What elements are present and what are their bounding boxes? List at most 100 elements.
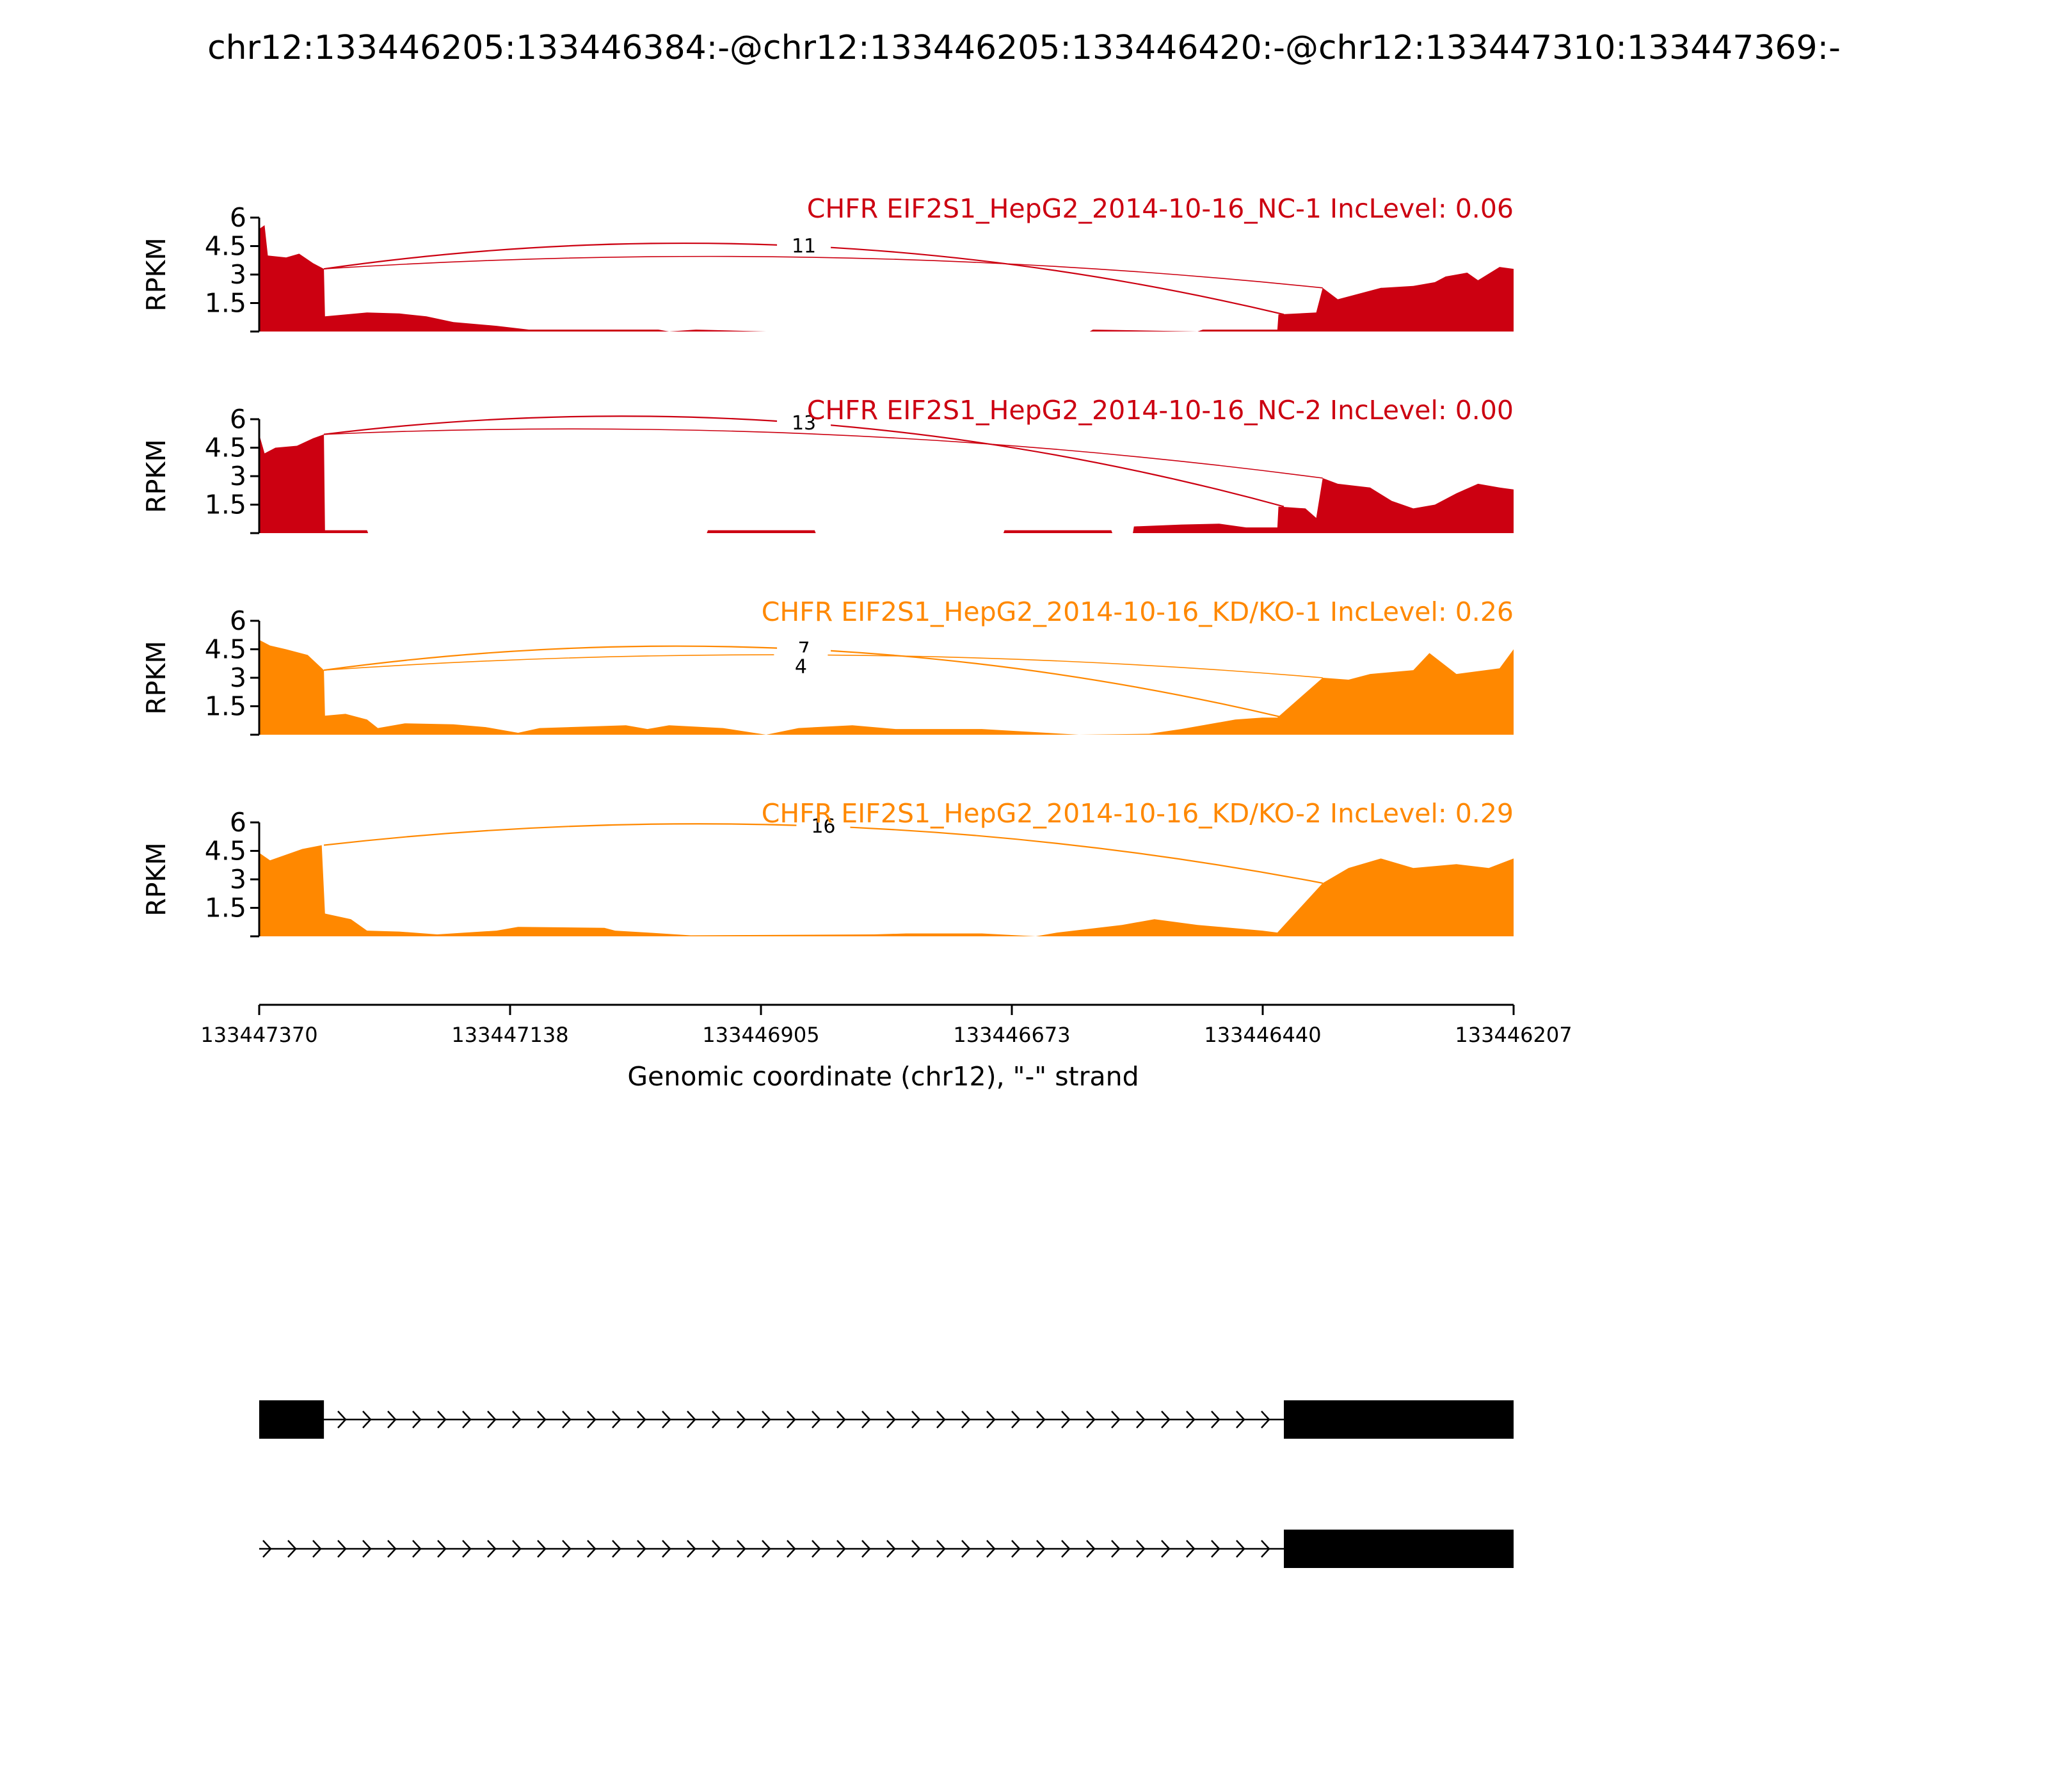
strand-arrow [1186, 1411, 1196, 1428]
strand-arrow [1211, 1540, 1220, 1558]
x-tick-label: 133446207 [1455, 1023, 1572, 1047]
transcript-models [259, 1400, 1514, 1568]
strand-arrow [437, 1540, 447, 1558]
strand-arrow [1036, 1540, 1046, 1558]
strand-arrow [1236, 1540, 1245, 1558]
strand-arrow [836, 1540, 846, 1558]
strand-arrow [462, 1540, 472, 1558]
strand-arrow [312, 1540, 322, 1558]
strand-arrow [861, 1540, 871, 1558]
strand-arrow [262, 1540, 272, 1558]
strand-arrow [1236, 1411, 1245, 1428]
y-axis-label: RPKM [141, 439, 172, 513]
y-tick-label: 4.5 [205, 433, 246, 463]
strand-arrow [412, 1540, 422, 1558]
strand-arrow [936, 1540, 946, 1558]
strand-arrow [861, 1411, 871, 1428]
track-label: CHFR EIF2S1_HepG2_2014-10-16_KD/KO-1 Inc… [762, 596, 1514, 627]
strand-arrow [612, 1411, 621, 1428]
strand-arrow [462, 1411, 472, 1428]
y-axis-label: RPKM [141, 237, 172, 311]
strand-arrow [787, 1411, 796, 1428]
strand-arrow [1211, 1411, 1220, 1428]
strand-arrow [687, 1540, 696, 1558]
coverage-area [259, 225, 1514, 332]
y-tick-label: 6 [230, 807, 246, 838]
strand-arrow [637, 1411, 646, 1428]
track-label: CHFR EIF2S1_HepG2_2014-10-16_NC-1 IncLev… [807, 193, 1514, 224]
strand-arrow [737, 1411, 746, 1428]
track-label: CHFR EIF2S1_HepG2_2014-10-16_NC-2 IncLev… [807, 395, 1514, 426]
y-tick-label: 1.5 [205, 490, 246, 520]
junction-label-bg [774, 652, 828, 681]
strand-arrow [1011, 1411, 1021, 1428]
strand-arrow [637, 1540, 646, 1558]
strand-arrow [1061, 1540, 1071, 1558]
strand-arrow [587, 1540, 596, 1558]
y-tick-label: 4.5 [205, 231, 246, 262]
strand-arrow [1261, 1411, 1270, 1428]
strand-arrow [562, 1540, 572, 1558]
strand-arrow [712, 1540, 721, 1558]
x-tick-label: 133446440 [1204, 1023, 1321, 1047]
y-tick-label: 3 [230, 461, 246, 492]
strand-arrow [387, 1540, 397, 1558]
junction-count: 4 [795, 655, 807, 678]
y-axis: 1.534.56 RPKM [141, 202, 260, 333]
junction-label-bg [796, 812, 851, 840]
coverage-tracks: 11 CHFR EIF2S1_HepG2_2014-10-16_NC-1 IncL… [141, 193, 1514, 938]
y-tick-label: 6 [230, 404, 246, 435]
track-label: CHFR EIF2S1_HepG2_2014-10-16_KD/KO-2 Inc… [762, 798, 1514, 829]
strand-arrow [1136, 1540, 1146, 1558]
strand-arrow [1261, 1540, 1270, 1558]
strand-arrow [512, 1411, 522, 1428]
junction-count: 13 [792, 412, 816, 435]
strand-arrow [1036, 1411, 1046, 1428]
strand-arrow [337, 1540, 347, 1558]
y-tick-label: 1.5 [205, 691, 246, 722]
junction-count: 16 [811, 815, 835, 838]
strand-arrow [537, 1540, 547, 1558]
strand-arrow [886, 1411, 896, 1428]
strand-arrow [662, 1540, 671, 1558]
strand-arrow [487, 1411, 497, 1428]
strand-arrow [886, 1540, 896, 1558]
strand-arrow [487, 1540, 497, 1558]
y-tick-label: 4.5 [205, 634, 246, 665]
y-axis-label: RPKM [141, 842, 172, 916]
strand-arrow [1111, 1411, 1121, 1428]
y-tick-label: 1.5 [205, 893, 246, 924]
y-axis-label: RPKM [141, 641, 172, 714]
y-tick-label: 1.5 [205, 288, 246, 319]
strand-arrow [1061, 1411, 1071, 1428]
strand-arrow [812, 1411, 821, 1428]
strand-arrow [512, 1540, 522, 1558]
coverage-area [259, 639, 1514, 735]
strand-arrow [1136, 1411, 1146, 1428]
y-tick-label: 6 [230, 202, 246, 233]
x-tick-label: 133447370 [200, 1023, 317, 1047]
transcript-2 [259, 1530, 1514, 1568]
track-1: 11 CHFR EIF2S1_HepG2_2014-10-16_NC-1 IncL… [141, 193, 1514, 333]
strand-arrow [412, 1411, 422, 1428]
x-tick-label: 133446673 [953, 1023, 1070, 1047]
strand-arrow [1186, 1540, 1196, 1558]
y-axis: 1.534.56 RPKM [141, 807, 260, 938]
x-tick-label: 133446905 [702, 1023, 819, 1047]
strand-arrow [1111, 1540, 1121, 1558]
strand-arrow [1086, 1540, 1096, 1558]
strand-arrow [762, 1411, 771, 1428]
exon [259, 1400, 324, 1439]
strand-arrow [337, 1411, 347, 1428]
y-tick-label: 3 [230, 259, 246, 290]
transcript-1 [259, 1400, 1514, 1439]
y-tick-label: 3 [230, 662, 246, 693]
strand-arrow [362, 1411, 372, 1428]
junction-arc [324, 255, 1323, 289]
y-axis: 1.534.56 RPKM [141, 605, 260, 736]
strand-arrow [712, 1411, 721, 1428]
